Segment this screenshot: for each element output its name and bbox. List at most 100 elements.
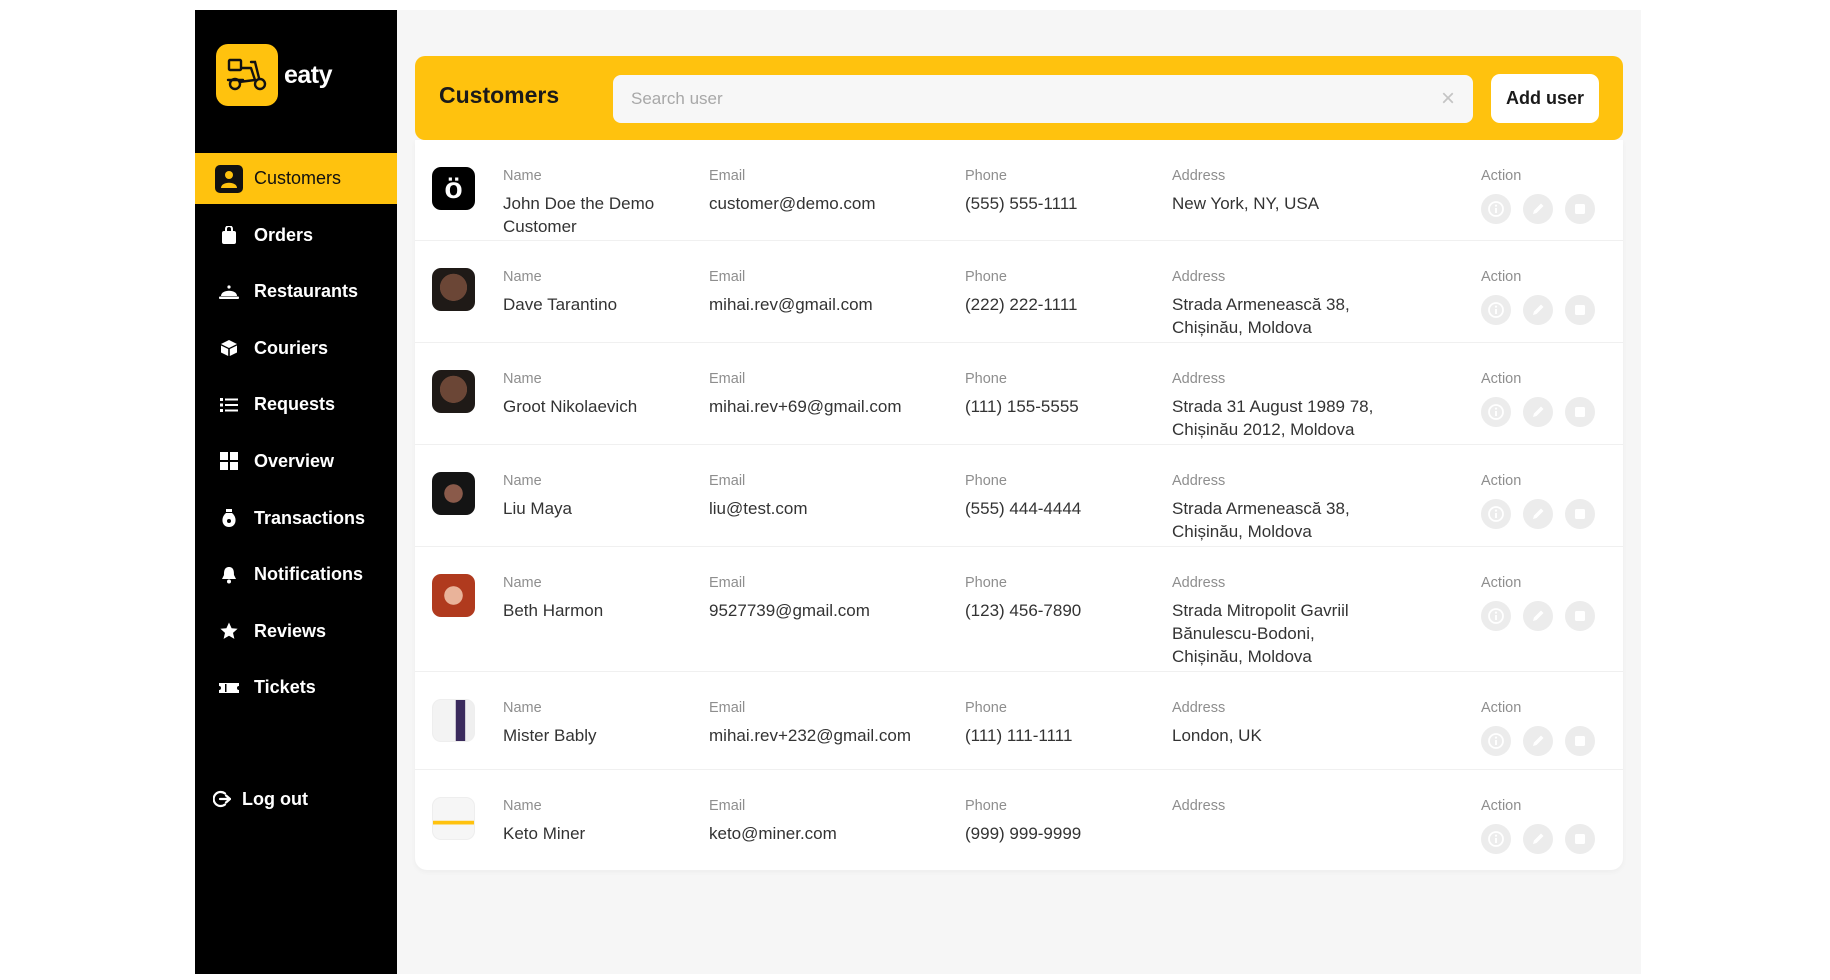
- bell-icon: [215, 561, 243, 589]
- clear-icon[interactable]: ×: [1440, 85, 1455, 112]
- main-content: Customers × Add user ö Name John Doe the …: [415, 56, 1623, 870]
- sidebar: eaty Customers Orders Restaurants: [195, 10, 397, 974]
- avatar[interactable]: [432, 574, 475, 617]
- star-icon: [215, 617, 243, 645]
- avatar[interactable]: [432, 699, 475, 742]
- sidebar-item-label: Reviews: [254, 620, 327, 641]
- edit-button[interactable]: [1523, 601, 1553, 631]
- sidebar-item-customers[interactable]: Customers: [195, 153, 397, 204]
- sidebar-item-label: Overview: [254, 450, 335, 471]
- avatar[interactable]: [432, 370, 475, 413]
- avatar[interactable]: [432, 472, 475, 515]
- column-label-name: Name: [503, 371, 542, 387]
- sidebar-item-label: Transactions: [254, 507, 366, 528]
- column-label-action: Action: [1481, 371, 1522, 387]
- sidebar-item-restaurants[interactable]: Restaurants: [195, 266, 397, 317]
- edit-button[interactable]: [1523, 397, 1553, 427]
- logo-text: eaty: [284, 60, 333, 89]
- sidebar-item-label: Notifications: [254, 564, 364, 585]
- sidebar-item-label: Customers: [254, 168, 342, 188]
- table-row: Name Dave Tarantino Email mihai.rev@gmail.…: [415, 241, 1623, 343]
- column-label-email: Email: [709, 371, 746, 387]
- info-button[interactable]: [1481, 295, 1511, 325]
- column-label-phone: Phone: [965, 168, 1007, 184]
- customer-phone: (123) 456-7890: [965, 601, 1082, 620]
- money-bag-icon: [215, 504, 243, 532]
- info-icon: [1488, 201, 1504, 217]
- column-label-action: Action: [1481, 575, 1522, 591]
- info-button[interactable]: [1481, 824, 1511, 854]
- pencil-icon: [1533, 203, 1544, 214]
- delete-button[interactable]: [1565, 397, 1595, 427]
- customer-address: Strada Armenească 38, Chișinău, Moldova: [1172, 499, 1350, 541]
- edit-button[interactable]: [1523, 295, 1553, 325]
- info-button[interactable]: [1481, 601, 1511, 631]
- column-label-name: Name: [503, 575, 542, 591]
- column-label-phone: Phone: [965, 798, 1007, 814]
- table-row: Name Beth Harmon Email 9527739@gmail.com P…: [415, 547, 1623, 672]
- info-button[interactable]: [1481, 397, 1511, 427]
- delete-button[interactable]: [1565, 824, 1595, 854]
- table-row: Name Liu Maya Email liu@test.com Phone (555…: [415, 445, 1623, 547]
- delete-button[interactable]: [1565, 194, 1595, 224]
- customer-email: mihai.rev+69@gmail.com: [709, 397, 902, 416]
- customer-address: Strada Armenească 38, Chișinău, Moldova: [1172, 295, 1350, 337]
- customer-address: Strada 31 August 1989 78, Chișinău 2012,…: [1172, 397, 1374, 439]
- scooter-icon: [216, 44, 278, 106]
- package-icon: [215, 334, 243, 362]
- info-button[interactable]: [1481, 194, 1511, 224]
- avatar[interactable]: [432, 268, 475, 311]
- pencil-icon: [1533, 508, 1544, 519]
- stop-icon: [1575, 204, 1585, 214]
- delete-button[interactable]: [1565, 726, 1595, 756]
- sidebar-item-reviews[interactable]: Reviews: [195, 606, 397, 657]
- column-label-name: Name: [503, 473, 542, 489]
- info-icon: [1488, 506, 1504, 522]
- column-label-address: Address: [1172, 798, 1226, 814]
- sidebar-item-label: Restaurants: [254, 281, 359, 302]
- edit-button[interactable]: [1523, 194, 1553, 224]
- add-user-button[interactable]: Add user: [1491, 74, 1599, 123]
- info-icon: [1488, 733, 1504, 749]
- column-label-name: Name: [503, 798, 542, 814]
- sidebar-item-transactions[interactable]: Transactions: [195, 493, 397, 544]
- customer-email: 9527739@gmail.com: [709, 601, 870, 620]
- column-label-action: Action: [1481, 700, 1522, 716]
- delete-button[interactable]: [1565, 601, 1595, 631]
- customer-name: Groot Nikolaevich: [503, 397, 638, 416]
- column-label-email: Email: [709, 798, 746, 814]
- customer-phone: (999) 999-9999: [965, 824, 1082, 843]
- delete-button[interactable]: [1565, 499, 1595, 529]
- column-label-address: Address: [1172, 575, 1226, 591]
- customer-name: Keto Miner: [503, 824, 586, 843]
- info-button[interactable]: [1481, 726, 1511, 756]
- edit-button[interactable]: [1523, 499, 1553, 529]
- logout-button[interactable]: Log out: [210, 785, 308, 813]
- customer-name: Liu Maya: [503, 499, 572, 518]
- edit-button[interactable]: [1523, 824, 1553, 854]
- avatar[interactable]: [432, 797, 475, 840]
- sidebar-item-couriers[interactable]: Couriers: [195, 323, 397, 374]
- page-header: Customers × Add user: [415, 56, 1623, 140]
- column-label-name: Name: [503, 700, 542, 716]
- avatar[interactable]: ö: [432, 167, 475, 210]
- sidebar-item-orders[interactable]: Orders: [195, 210, 397, 261]
- sidebar-item-overview[interactable]: Overview: [195, 436, 397, 487]
- column-label-phone: Phone: [965, 473, 1007, 489]
- logo[interactable]: eaty: [216, 44, 333, 106]
- customer-email: mihai.rev+232@gmail.com: [709, 726, 911, 745]
- info-button[interactable]: [1481, 499, 1511, 529]
- sidebar-item-notifications[interactable]: Notifications: [195, 549, 397, 600]
- column-label-email: Email: [709, 575, 746, 591]
- sidebar-item-requests[interactable]: Requests: [195, 379, 397, 430]
- customer-email: liu@test.com: [709, 499, 808, 518]
- edit-button[interactable]: [1523, 726, 1553, 756]
- list-icon: [215, 391, 243, 419]
- delete-button[interactable]: [1565, 295, 1595, 325]
- sidebar-item-tickets[interactable]: Tickets: [195, 662, 397, 713]
- column-label-email: Email: [709, 700, 746, 716]
- info-icon: [1488, 404, 1504, 420]
- cloche-icon: [215, 278, 243, 306]
- customer-address: New York, NY, USA: [1172, 194, 1320, 213]
- search-input[interactable]: [631, 89, 1441, 109]
